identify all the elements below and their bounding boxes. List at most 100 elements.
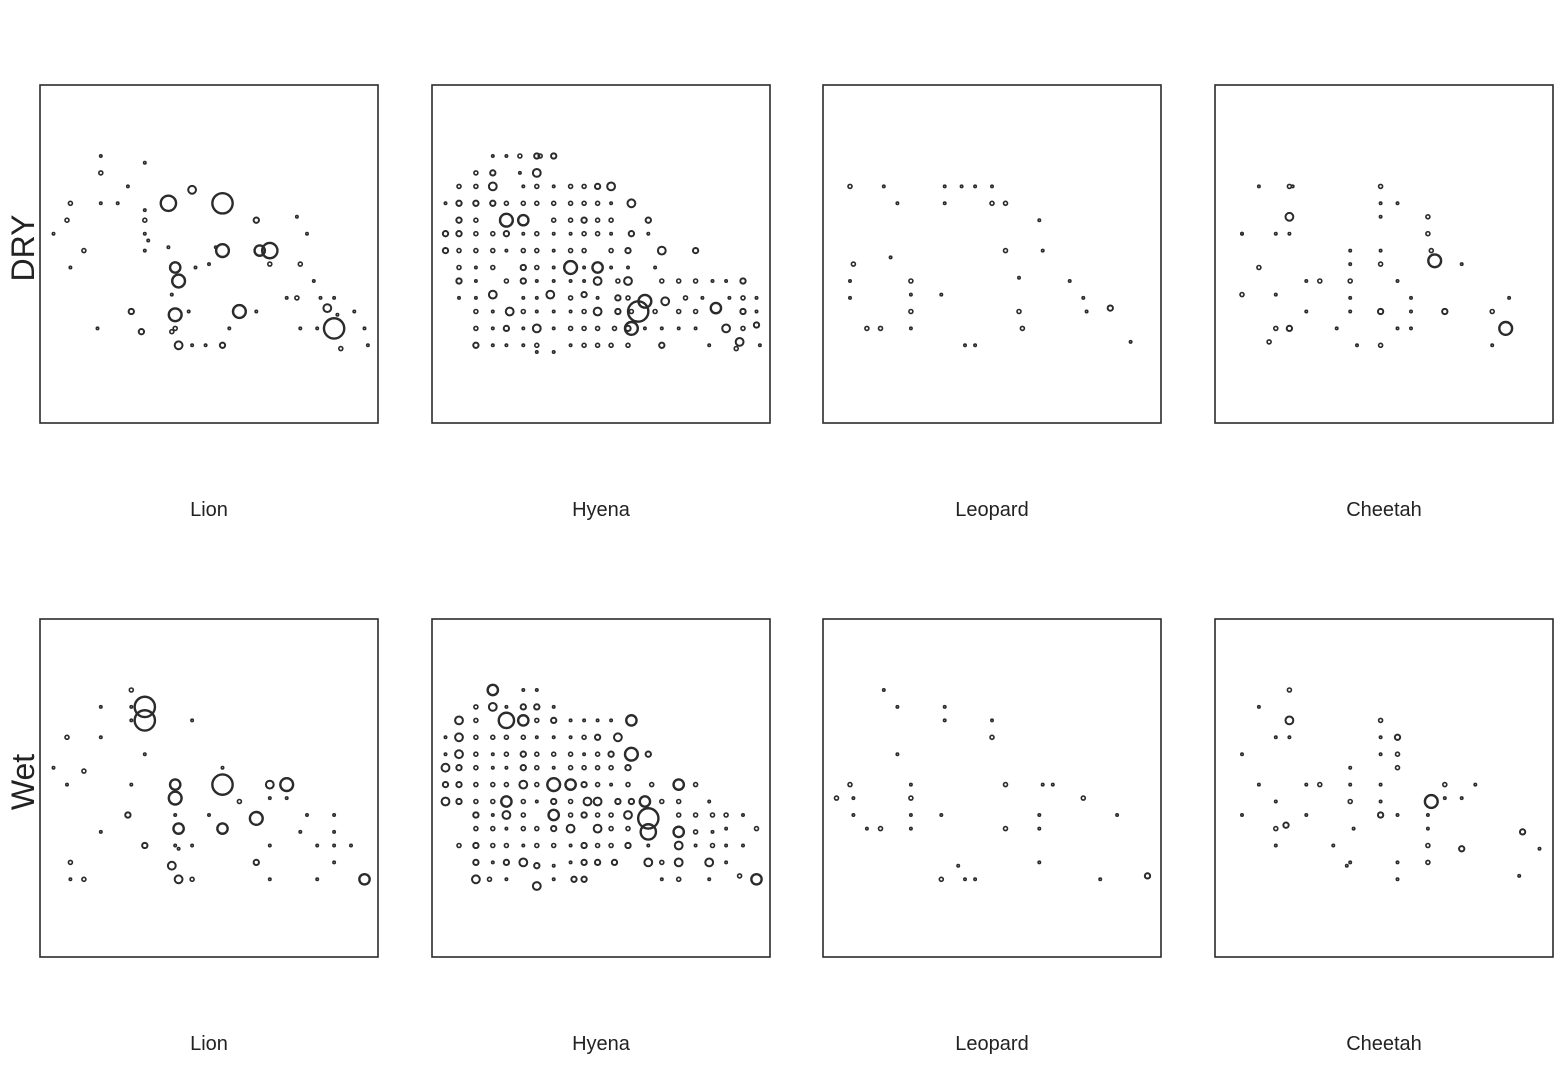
bubble-point: [673, 857, 684, 868]
bubble-point: [565, 823, 576, 834]
bubble-point: [456, 183, 462, 190]
bubble-point: [581, 183, 587, 190]
bubble-point: [489, 734, 496, 741]
panel-dry-lion: Lion: [39, 84, 379, 521]
bubble-point: [190, 343, 195, 348]
bubble-point: [908, 812, 913, 817]
bubble-point: [567, 247, 574, 254]
bubble-point: [638, 795, 652, 808]
bubble-point: [253, 244, 267, 257]
bubble-point: [1037, 860, 1042, 865]
bubble-point: [534, 735, 539, 740]
bubble-point: [332, 843, 337, 848]
bubble-point: [533, 230, 540, 237]
bubble-point: [648, 781, 655, 788]
bubble-point: [520, 734, 527, 741]
bubble-point: [581, 230, 587, 237]
bubble-point: [1425, 842, 1431, 849]
bubble-point: [1459, 262, 1464, 267]
bubble-point: [490, 154, 495, 159]
bubble-point: [568, 231, 573, 236]
species-label-hyena: Hyena: [572, 499, 631, 521]
bubble-point: [551, 349, 556, 354]
bubble-point: [500, 795, 513, 808]
bubble-point: [473, 798, 479, 805]
bubble-point: [362, 326, 367, 331]
bubble-point: [142, 160, 147, 165]
bubble-point: [472, 841, 480, 850]
bubble-point: [531, 323, 542, 334]
bubble-point: [520, 308, 527, 315]
bubble-point: [68, 877, 73, 882]
bubble-point: [627, 797, 636, 806]
bubble-point: [315, 843, 320, 848]
bubble-point: [489, 169, 497, 177]
bubble-point: [1334, 326, 1339, 331]
bubble-point: [582, 796, 593, 807]
bubble-point: [567, 798, 574, 805]
bubble-point: [1394, 764, 1401, 771]
bubble-point: [252, 858, 260, 867]
bubble-point: [473, 704, 479, 710]
bubble-point: [700, 295, 705, 300]
bubble-point: [503, 781, 510, 788]
bubble-point: [520, 247, 527, 254]
bubble-point: [64, 217, 70, 223]
bubble-point: [724, 278, 729, 283]
bubble-point: [562, 259, 579, 276]
bubble-point: [1287, 735, 1292, 740]
bubble-point: [675, 308, 682, 315]
bubble-point: [456, 842, 462, 849]
bubble-point: [487, 702, 498, 712]
bubble-point: [592, 796, 603, 807]
bubble-point: [568, 735, 573, 740]
bubble-point: [692, 829, 699, 835]
bubble-point: [594, 751, 601, 758]
bubble-point: [534, 278, 539, 283]
bubble-point: [550, 842, 557, 849]
bubble-point: [551, 231, 556, 236]
bubble-point: [186, 309, 191, 314]
bubble-point: [146, 238, 151, 243]
bubble-point: [752, 321, 761, 329]
bubble-point: [1317, 781, 1323, 788]
bubble-point: [656, 245, 667, 256]
bubble-point: [567, 295, 574, 301]
bubble-point: [939, 812, 944, 817]
bubble-point: [1393, 733, 1402, 741]
bubble-point: [642, 326, 647, 331]
bubble-point: [660, 296, 671, 307]
bubble-point: [623, 810, 633, 820]
bubble-point: [1395, 812, 1400, 817]
bubble-point: [443, 752, 448, 757]
bubble-point: [490, 309, 495, 314]
bubble-point: [352, 309, 357, 314]
bubble-point: [614, 307, 622, 316]
bubble-point: [490, 343, 495, 348]
bubble-point: [551, 765, 556, 770]
bubble-point: [609, 231, 614, 236]
bubble-point: [472, 858, 480, 867]
bubble-point: [625, 825, 631, 832]
bubble-point: [142, 752, 147, 757]
bubble-point: [1002, 247, 1009, 254]
bubble-point: [504, 343, 509, 348]
bubble-point: [473, 295, 478, 300]
bubble-point: [214, 243, 231, 259]
bubble-point: [550, 797, 558, 806]
bubble-point: [625, 781, 631, 788]
bubble-point: [1377, 261, 1384, 267]
bubble-point: [550, 217, 557, 223]
bubble-point: [1019, 325, 1026, 332]
bubble-point: [1284, 211, 1295, 222]
bubble-point: [534, 309, 539, 314]
bubble-point: [739, 277, 747, 285]
bubble-point: [518, 779, 529, 790]
bubble-point: [551, 877, 556, 882]
bubble-point: [1347, 278, 1353, 284]
bubble-point: [473, 308, 479, 315]
bubble-point: [172, 822, 185, 835]
bubble-point: [942, 718, 947, 723]
bubble-point: [675, 812, 682, 818]
bubble-point: [472, 341, 480, 349]
